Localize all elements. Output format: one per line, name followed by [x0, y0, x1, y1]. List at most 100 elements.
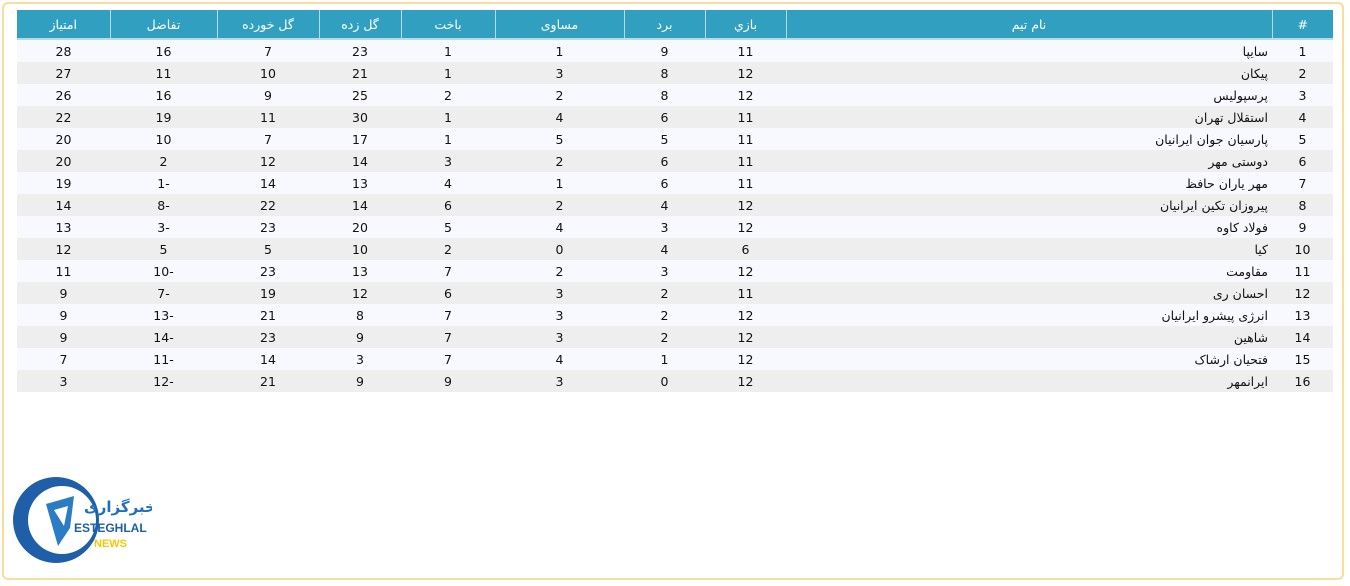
table-row: 9 فولاد کاوه 12 3 4 5 20 23 -3 13: [17, 216, 1333, 238]
cell-goals-against: 10: [217, 62, 319, 84]
cell-rank: 1: [1272, 39, 1333, 62]
cell-draws: 2: [495, 194, 624, 216]
cell-wins: 2: [624, 304, 705, 326]
table-row: 1 سایپا 11 9 1 1 23 7 16 28: [17, 39, 1333, 62]
cell-played: 11: [705, 106, 786, 128]
cell-rank: 10: [1272, 238, 1333, 260]
cell-goal-difference: 16: [110, 39, 217, 62]
cell-points: 28: [17, 39, 110, 62]
cell-draws: 2: [495, 260, 624, 282]
cell-losses: 3: [401, 150, 495, 172]
table-row: 16 ایرانمهر 12 0 3 9 9 21 -12 3: [17, 370, 1333, 392]
esteghlal-news-logo: خبرگزاری ESTEGHLAL NEWS: [12, 474, 156, 566]
cell-points: 9: [17, 326, 110, 348]
cell-goal-difference: -1: [110, 172, 217, 194]
cell-goals-against: 23: [217, 260, 319, 282]
cell-losses: 1: [401, 62, 495, 84]
cell-played: 12: [705, 216, 786, 238]
cell-played: 11: [705, 282, 786, 304]
cell-points: 13: [17, 216, 110, 238]
cell-rank: 4: [1272, 106, 1333, 128]
cell-goals-for: 9: [319, 326, 401, 348]
cell-draws: 2: [495, 150, 624, 172]
cell-goals-for: 20: [319, 216, 401, 238]
cell-draws: 3: [495, 282, 624, 304]
cell-rank: 15: [1272, 348, 1333, 370]
cell-goals-against: 7: [217, 39, 319, 62]
cell-draws: 2: [495, 84, 624, 106]
cell-team-name: سایپا: [786, 39, 1272, 62]
cell-team-name: شاهین: [786, 326, 1272, 348]
cell-wins: 8: [624, 84, 705, 106]
cell-played: 12: [705, 370, 786, 392]
table-row: 7 مهر یاران حافظ 11 6 1 4 13 14 -1 19: [17, 172, 1333, 194]
cell-draws: 0: [495, 238, 624, 260]
cell-points: 22: [17, 106, 110, 128]
cell-points: 26: [17, 84, 110, 106]
cell-points: 9: [17, 304, 110, 326]
cell-points: 20: [17, 128, 110, 150]
cell-played: 12: [705, 326, 786, 348]
cell-goals-against: 12: [217, 150, 319, 172]
cell-draws: 4: [495, 216, 624, 238]
cell-points: 7: [17, 348, 110, 370]
cell-played: 12: [705, 62, 786, 84]
cell-losses: 6: [401, 194, 495, 216]
cell-played: 12: [705, 260, 786, 282]
cell-team-name: فتحیان ارشاک: [786, 348, 1272, 370]
cell-goals-against: 22: [217, 194, 319, 216]
cell-draws: 1: [495, 172, 624, 194]
cell-losses: 4: [401, 172, 495, 194]
cell-goals-for: 3: [319, 348, 401, 370]
cell-goals-for: 14: [319, 194, 401, 216]
cell-team-name: پرسپولیس: [786, 84, 1272, 106]
cell-team-name: احسان ری: [786, 282, 1272, 304]
cell-points: 3: [17, 370, 110, 392]
cell-losses: 9: [401, 370, 495, 392]
cell-played: 12: [705, 84, 786, 106]
cell-goal-difference: 10: [110, 128, 217, 150]
cell-rank: 7: [1272, 172, 1333, 194]
cell-goals-for: 21: [319, 62, 401, 84]
cell-losses: 2: [401, 238, 495, 260]
column-header-goals-against: گل خورده: [216, 10, 319, 40]
table-row: 14 شاهین 12 2 3 7 9 23 -14 9: [17, 326, 1333, 348]
table-row: 13 انرژی پیشرو ایرانیان 12 2 3 7 8 21 -13 9: [17, 304, 1333, 326]
cell-played: 12: [705, 348, 786, 370]
cell-goals-for: 12: [319, 282, 401, 304]
cell-losses: 1: [401, 39, 495, 62]
cell-rank: 3: [1272, 84, 1333, 106]
svg-text:خبرگزاری: خبرگزاری: [84, 498, 152, 516]
cell-losses: 5: [401, 216, 495, 238]
cell-goals-for: 13: [319, 260, 401, 282]
table-row: 5 پارسیان جوان ایرانیان 11 5 5 1 17 7 10 20: [17, 128, 1333, 150]
column-header-rank: #: [1271, 10, 1333, 40]
column-header-draws: مساوی: [494, 10, 624, 40]
cell-team-name: ایرانمهر: [786, 370, 1272, 392]
cell-rank: 11: [1272, 260, 1333, 282]
column-header-team-name: نام تیم: [785, 10, 1272, 40]
column-header-played: بازي: [704, 10, 786, 40]
cell-goal-difference: -7: [110, 282, 217, 304]
cell-losses: 6: [401, 282, 495, 304]
cell-goals-for: 13: [319, 172, 401, 194]
cell-goal-difference: -12: [110, 370, 217, 392]
cell-team-name: پارسیان جوان ایرانیان: [786, 128, 1272, 150]
cell-goals-for: 10: [319, 238, 401, 260]
cell-wins: 6: [624, 172, 705, 194]
cell-goal-difference: 2: [110, 150, 217, 172]
cell-goals-against: 23: [217, 216, 319, 238]
cell-wins: 3: [624, 216, 705, 238]
cell-wins: 8: [624, 62, 705, 84]
cell-team-name: مقاومت: [786, 260, 1272, 282]
cell-draws: 3: [495, 62, 624, 84]
cell-goals-against: 11: [217, 106, 319, 128]
cell-wins: 6: [624, 150, 705, 172]
cell-losses: 7: [401, 348, 495, 370]
cell-wins: 6: [624, 106, 705, 128]
cell-rank: 6: [1272, 150, 1333, 172]
cell-points: 20: [17, 150, 110, 172]
cell-wins: 4: [624, 238, 705, 260]
cell-goals-for: 14: [319, 150, 401, 172]
table-row: 3 پرسپولیس 12 8 2 2 25 9 16 26: [17, 84, 1333, 106]
